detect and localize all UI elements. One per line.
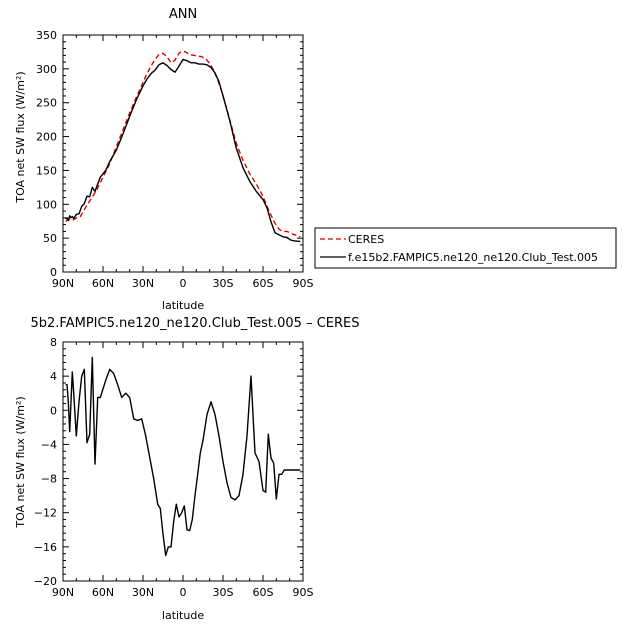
top-series-line-1 (65, 58, 301, 243)
bottom-ytick-label: −20 (34, 575, 57, 588)
top-xtick-label: 0 (180, 277, 187, 290)
top-ytick-label: 0 (50, 266, 57, 279)
top-xtick-label: 90S (293, 277, 314, 290)
bottom-panel: 5b2.FAMPIC5.ne120_ne120.Club_Test.005 – … (14, 316, 360, 622)
top-xtick-label: 90N (52, 277, 74, 290)
top-ytick-label: 350 (36, 29, 57, 42)
top-ylabel: TOA net SW flux (W/m²) (14, 71, 27, 203)
top-xlabel: latitude (162, 299, 204, 312)
bottom-title: 5b2.FAMPIC5.ne120_ne120.Club_Test.005 – … (31, 316, 360, 331)
bottom-plot-frame (62, 341, 304, 582)
bottom-xlabel: latitude (162, 609, 204, 622)
bottom-series-line-0 (65, 356, 301, 557)
top-xtick-label: 60N (92, 277, 114, 290)
legend-label-ceres: CERES (348, 233, 384, 246)
legend: CERES f.e15b2.FAMPIC5.ne120_ne120.Club_T… (314, 227, 617, 269)
top-ytick-label: 250 (36, 97, 57, 110)
top-xtick-label: 30N (132, 277, 154, 290)
top-plot-frame (62, 34, 304, 273)
bottom-ytick-label: 8 (50, 336, 57, 349)
top-title: ANN (169, 7, 197, 22)
top-ytick-label: 50 (43, 232, 57, 245)
bottom-ylabel: TOA net SW flux (W/m²) (14, 396, 27, 528)
legend-box (314, 227, 617, 269)
top-xtick-label: 60S (253, 277, 274, 290)
bottom-xtick-label: 60S (253, 586, 274, 599)
bottom-ytick-label: −12 (34, 507, 57, 520)
bottom-xtick-label: 30N (132, 586, 154, 599)
top-ytick-label: 200 (36, 131, 57, 144)
legend-label-model: f.e15b2.FAMPIC5.ne120_ne120.Club_Test.00… (348, 251, 598, 264)
top-ytick-label: 100 (36, 198, 57, 211)
bottom-ytick-label: −8 (41, 473, 57, 486)
bottom-ytick-label: 4 (50, 370, 57, 383)
bottom-xtick-label: 90S (293, 586, 314, 599)
top-panel: ANN TOA net SW flux (W/m²) 0 50 100 150 200 2… (14, 7, 314, 312)
bottom-xtick-label: 0 (180, 586, 187, 599)
top-ytick-label: 150 (36, 164, 57, 177)
top-xtick-label: 30S (213, 277, 234, 290)
bottom-xtick-label: 60N (92, 586, 114, 599)
bottom-xtick-label: 30S (213, 586, 234, 599)
bottom-xtick-label: 90N (52, 586, 74, 599)
top-ytick-label: 300 (36, 63, 57, 76)
top-series-line-0 (65, 50, 301, 238)
bottom-ytick-label: −4 (41, 438, 57, 451)
bottom-ytick-label: 0 (50, 404, 57, 417)
bottom-ytick-label: −16 (34, 541, 57, 554)
